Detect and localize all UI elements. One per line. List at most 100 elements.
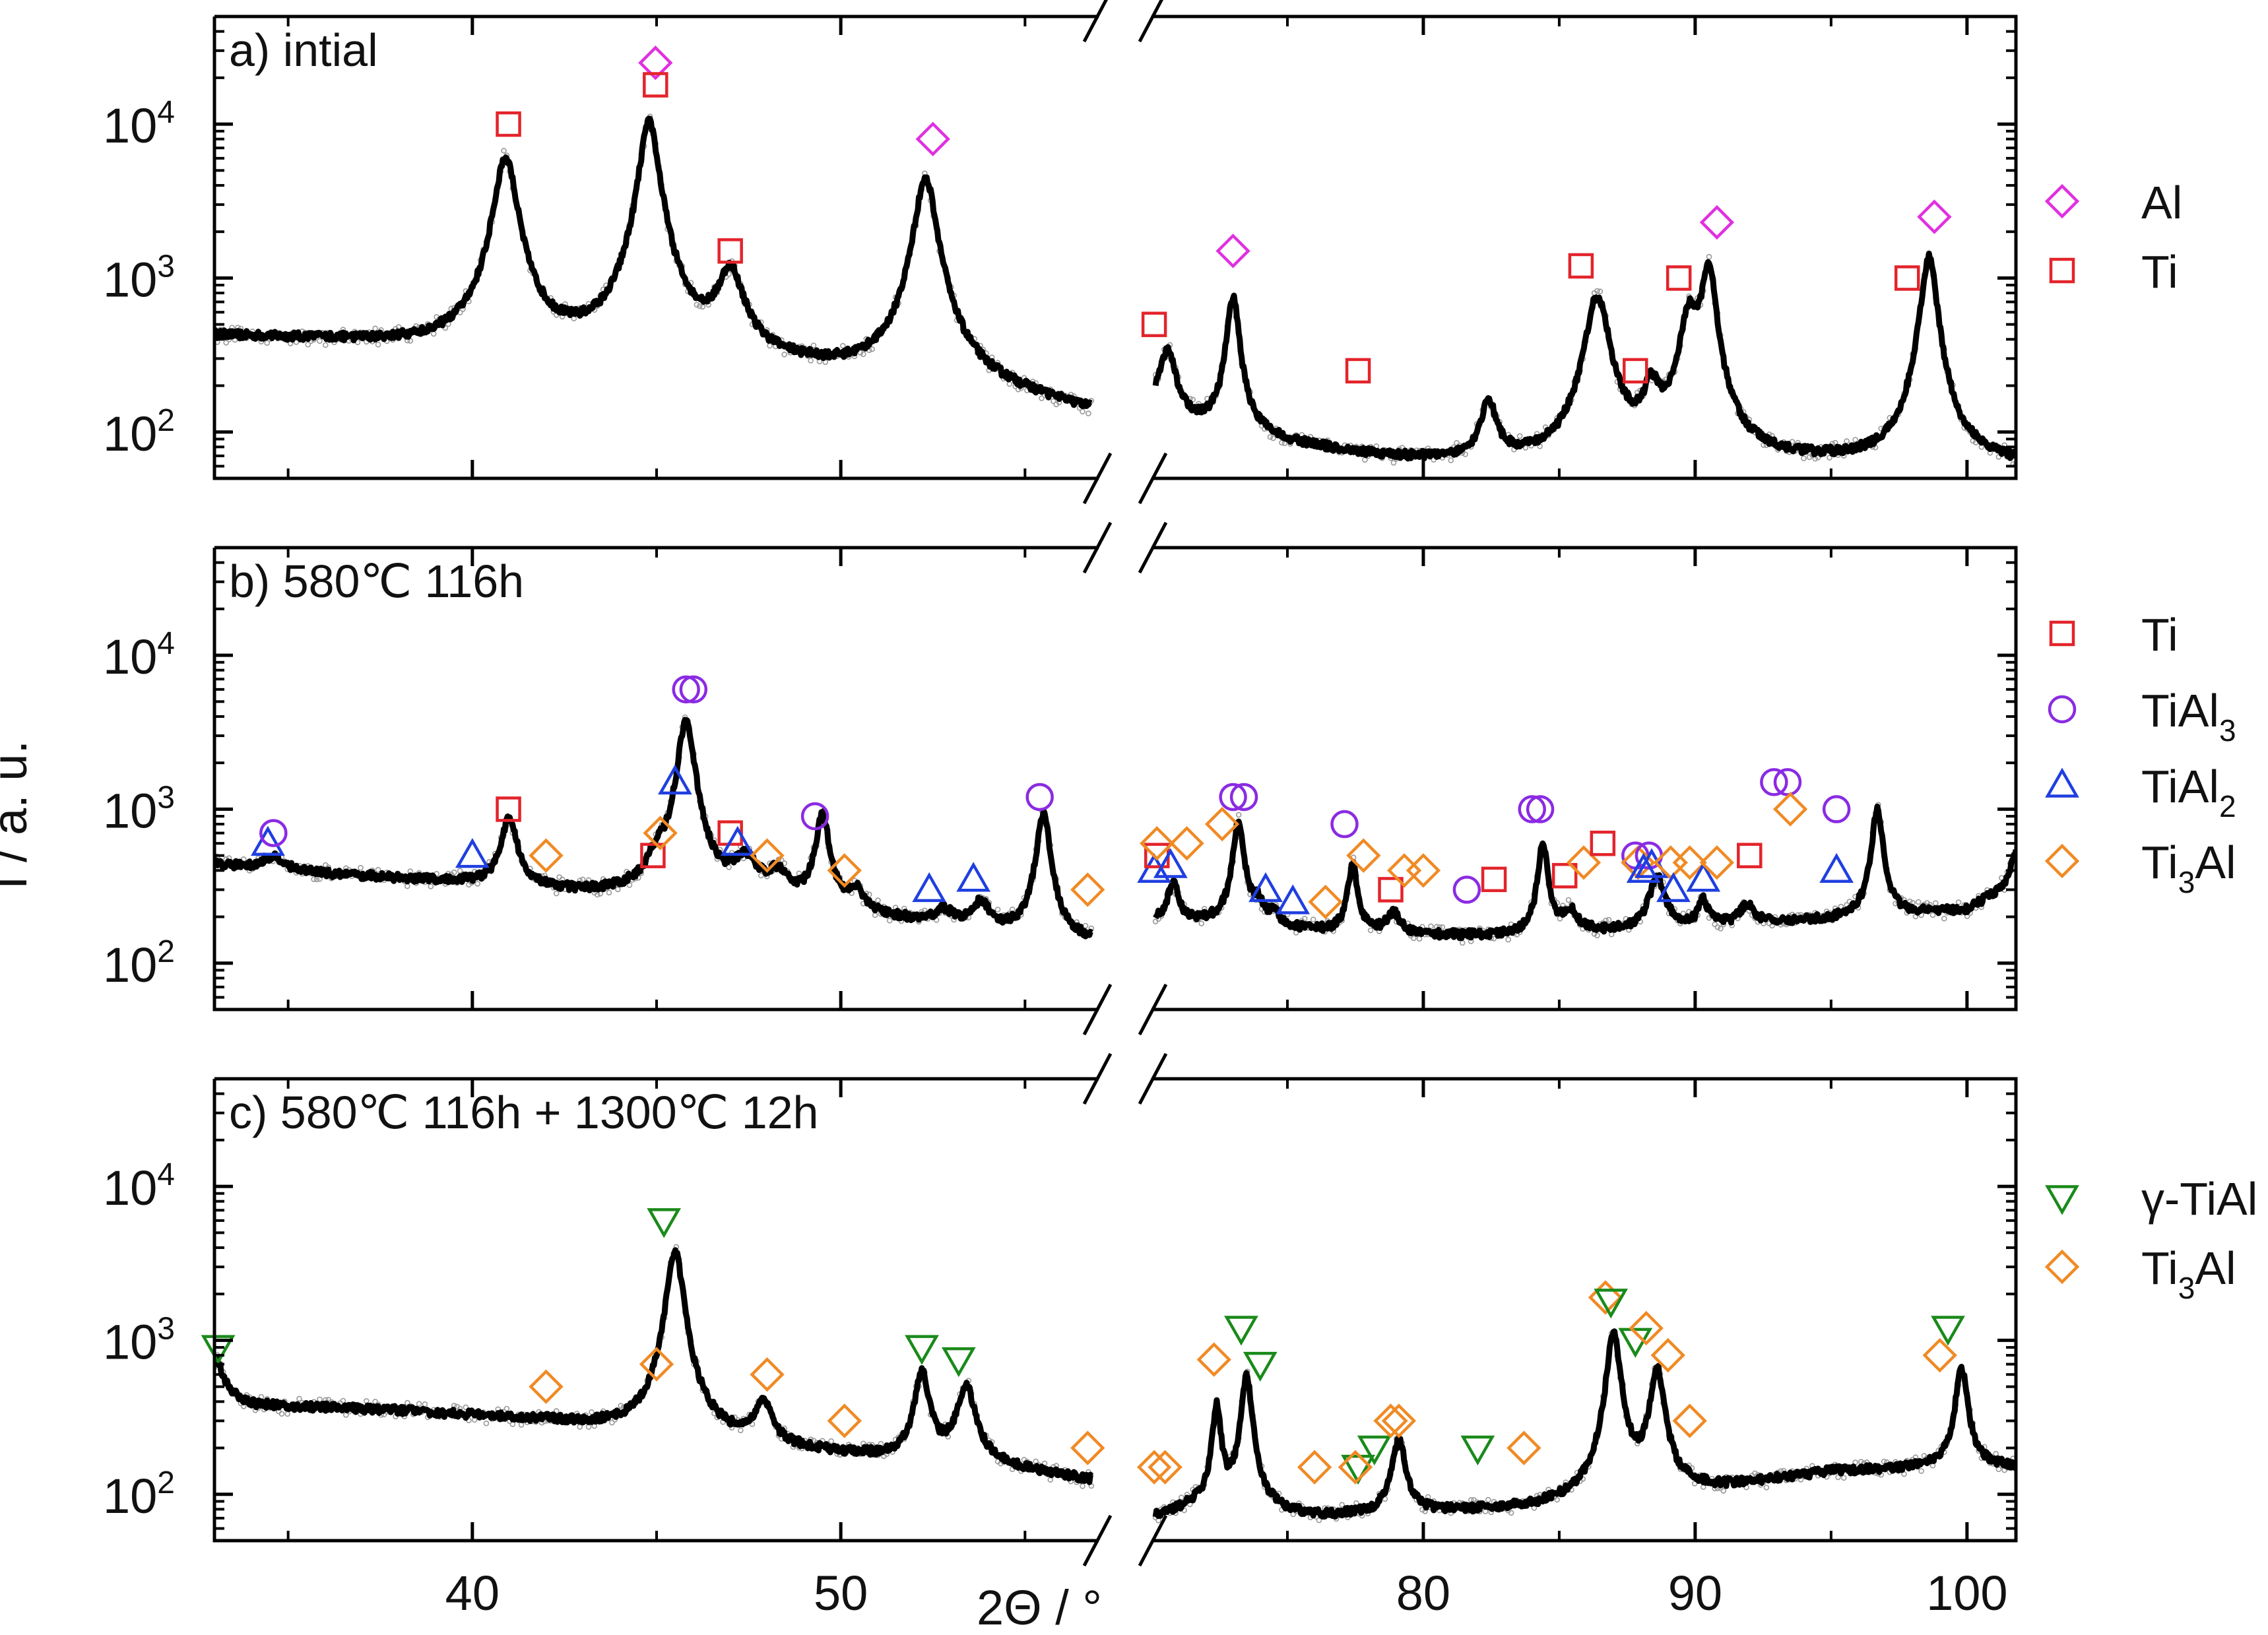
break-slash bbox=[1138, 521, 1168, 574]
peak-marker-tial3 bbox=[1760, 768, 1788, 796]
legend-label-tial3: TiAl3 bbox=[2141, 685, 2236, 748]
plot-frame bbox=[212, 546, 2018, 1011]
y-tick-label: 102 bbox=[103, 403, 175, 461]
peak-marker-ti3al bbox=[1386, 853, 1422, 888]
peak-marker-ti3al bbox=[1406, 853, 1441, 888]
peak-marker-ti3al bbox=[529, 1369, 564, 1404]
peak-marker-ti3al bbox=[529, 838, 564, 873]
peak-marker-ti3al bbox=[1507, 1430, 1541, 1465]
peak-marker-tial3 bbox=[1229, 783, 1258, 812]
peak-marker-tial3 bbox=[800, 802, 829, 831]
axis-break-top bbox=[1082, 0, 1163, 43]
peak-marker-al bbox=[1699, 205, 1735, 240]
peak-marker-al bbox=[915, 121, 950, 156]
legend-label-ti3al: Ti3Al bbox=[2141, 1242, 2236, 1305]
legend-label-ti3al: Ti3Al bbox=[2141, 837, 2236, 899]
peak-marker-gamma-tial bbox=[647, 1208, 682, 1238]
peak-marker-gamma-tial bbox=[1357, 1435, 1392, 1466]
legend-label-al: Al bbox=[2141, 177, 2182, 228]
peak-marker-al bbox=[638, 46, 673, 80]
peak-marker-ti3al bbox=[639, 1347, 674, 1382]
peak-marker-tial2 bbox=[455, 838, 490, 868]
peak-marker-ti bbox=[717, 238, 743, 264]
peak-marker-ti3al bbox=[750, 838, 785, 873]
break-slash bbox=[1138, 452, 1168, 505]
panel-title: a) intial bbox=[229, 24, 378, 76]
peak-marker-ti bbox=[1623, 358, 1648, 384]
peak-marker-tial2 bbox=[1686, 862, 1721, 892]
y-tick-label: 103 bbox=[103, 249, 175, 307]
peak-marker-tial2 bbox=[1276, 884, 1311, 914]
peak-marker-tial2 bbox=[1656, 872, 1691, 903]
peak-marker-ti3al bbox=[1650, 1337, 1685, 1373]
legend-symbol-ti3al bbox=[2044, 1249, 2080, 1285]
break-slash bbox=[1138, 1514, 1168, 1567]
peak-marker-ti3al bbox=[1346, 838, 1381, 873]
series-line-segment-1 bbox=[214, 717, 1093, 940]
peak-marker-tial2 bbox=[1626, 852, 1661, 883]
x-tick-label: 90 bbox=[1668, 1566, 1722, 1620]
y-tick-label: 103 bbox=[103, 780, 175, 838]
break-slash bbox=[1082, 521, 1113, 574]
plot-frame bbox=[212, 1077, 2018, 1543]
peak-marker-ti3al bbox=[1338, 1450, 1373, 1485]
peak-marker-tial3 bbox=[1518, 795, 1546, 823]
peak-marker-gamma-tial bbox=[1224, 1316, 1258, 1346]
peak-marker-tial3 bbox=[679, 675, 708, 704]
peak-marker-gamma-tial bbox=[1243, 1351, 1278, 1382]
peak-marker-tial3 bbox=[259, 819, 288, 847]
peak-marker-ti3al bbox=[1070, 872, 1105, 907]
y-tick-label: 104 bbox=[103, 95, 175, 153]
peak-marker-ti3al bbox=[1672, 845, 1707, 880]
peak-marker-tial2 bbox=[1635, 848, 1669, 878]
axis-break-top bbox=[1082, 521, 1168, 574]
peak-marker-gamma-tial bbox=[1618, 1328, 1653, 1358]
peak-marker-al bbox=[1215, 234, 1250, 269]
peak-marker-tial3 bbox=[1526, 795, 1555, 823]
y-axis-label: I / a. u. bbox=[0, 740, 37, 889]
series-line-segment-1 bbox=[214, 115, 1093, 409]
peak-marker-gamma-tial bbox=[941, 1347, 976, 1378]
series-line-segment-1 bbox=[214, 1247, 1094, 1485]
peak-marker-ti bbox=[1737, 843, 1763, 868]
peak-marker-tial2 bbox=[956, 862, 991, 892]
panel-c: 40 50 80 90 100 102 103 104 c) 580℃ 116h + 1300℃… bbox=[103, 1052, 2257, 1620]
axis-break-top bbox=[1082, 1052, 1168, 1105]
panel-b: 102 103 104 b) 580℃ 116h Ti TiAl3 TiAl2 Ti3Al bbox=[103, 521, 2236, 1036]
peak-marker-ti3al bbox=[1588, 1280, 1623, 1315]
peak-marker-tial3 bbox=[1452, 876, 1481, 904]
peak-marker-ti bbox=[640, 843, 666, 868]
peak-marker-ti bbox=[1141, 311, 1167, 337]
peak-marker-tial2 bbox=[1819, 852, 1854, 883]
peak-marker-ti3al bbox=[1140, 826, 1175, 861]
peak-marker-ti bbox=[1481, 866, 1507, 893]
peak-marker-gamma-tial bbox=[201, 1335, 236, 1365]
legend-label-gamma-tial: γ-TiAl bbox=[2141, 1173, 2257, 1225]
y-tick-label: 103 bbox=[103, 1311, 175, 1369]
break-slash bbox=[1138, 1052, 1168, 1105]
peak-marker-tial3 bbox=[1219, 783, 1247, 812]
axis-break-bottom bbox=[1082, 452, 1168, 505]
break-slash bbox=[1138, 0, 1163, 43]
legend-symbol-tial2 bbox=[2045, 767, 2079, 798]
peak-marker-ti bbox=[643, 72, 668, 98]
peak-marker-ti3al bbox=[1136, 1450, 1172, 1485]
x-tick-label: 50 bbox=[814, 1566, 868, 1620]
legend-label-ti: Ti bbox=[2141, 609, 2178, 660]
legend-label-ti: Ti bbox=[2141, 246, 2178, 298]
break-slash bbox=[1082, 1514, 1113, 1567]
peak-marker-ti3al bbox=[1566, 845, 1602, 880]
peak-marker-ti3al bbox=[1204, 806, 1240, 842]
peak-marker-ti3al bbox=[1373, 1403, 1408, 1438]
peak-marker-ti bbox=[1894, 265, 1920, 291]
break-slash bbox=[1138, 983, 1168, 1036]
peak-marker-tial3 bbox=[1025, 783, 1054, 812]
peak-marker-ti3al bbox=[827, 853, 862, 888]
legend-symbol-ti bbox=[2049, 257, 2075, 284]
break-slash bbox=[1082, 0, 1108, 43]
x-tick-label: 80 bbox=[1396, 1566, 1450, 1620]
axis-break-bottom bbox=[1082, 983, 1168, 1036]
peak-marker-tial3 bbox=[1330, 810, 1359, 839]
peak-marker-ti3al bbox=[1381, 1403, 1417, 1438]
